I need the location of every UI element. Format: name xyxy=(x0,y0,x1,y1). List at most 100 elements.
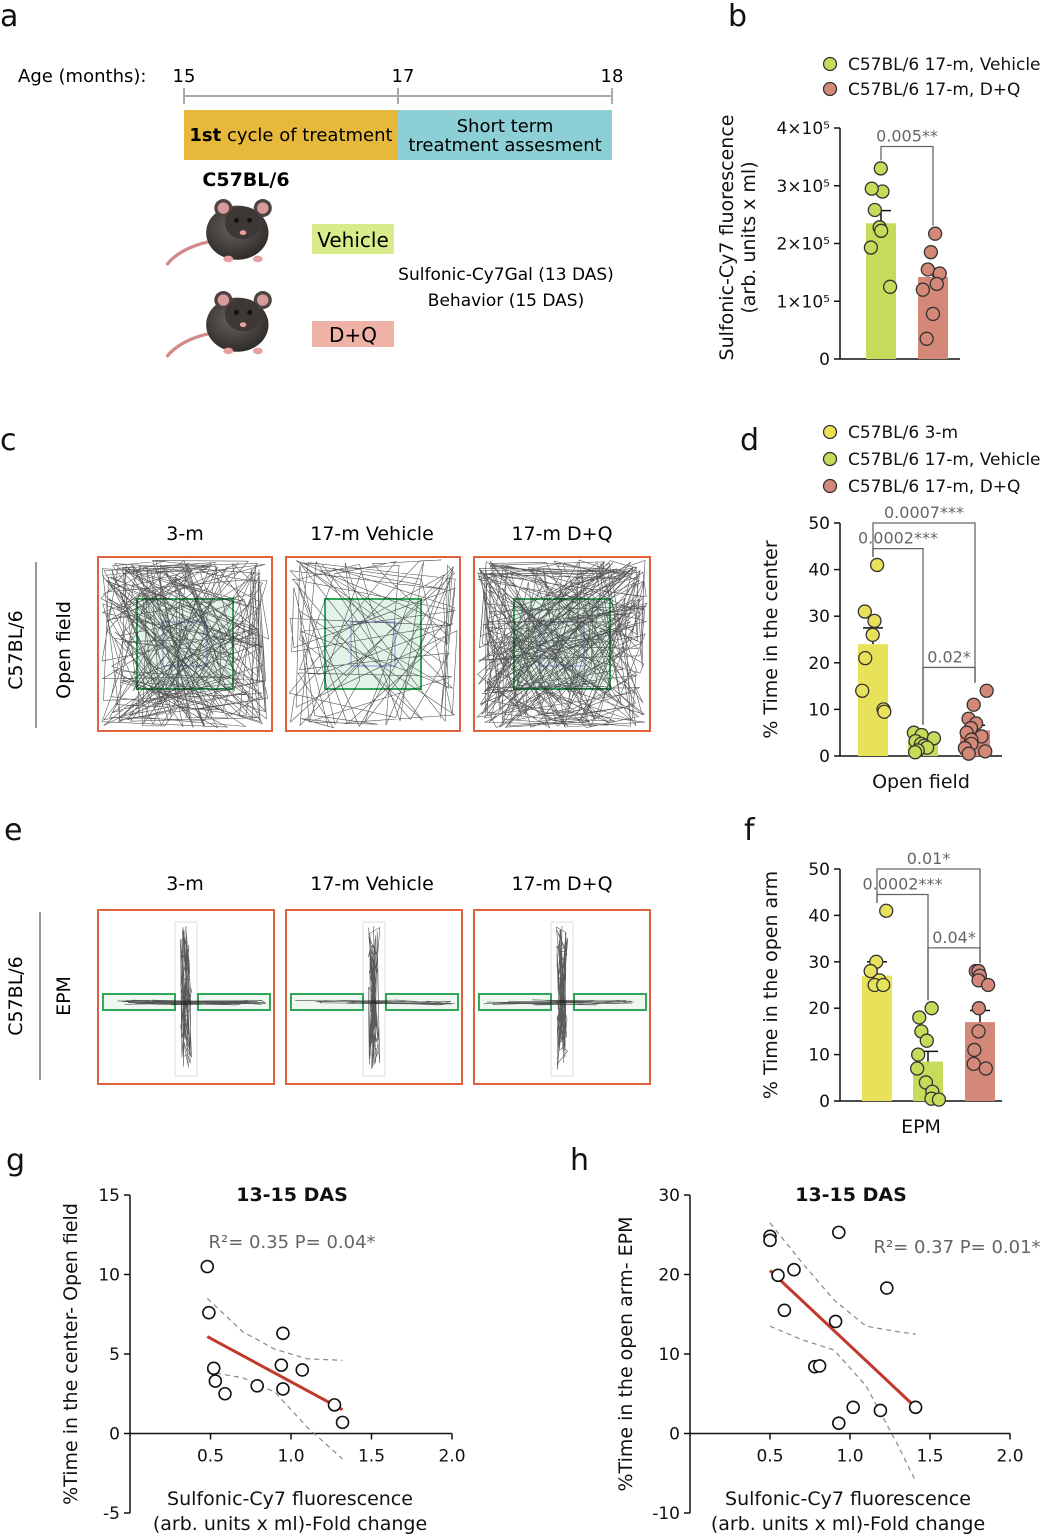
scatter-point xyxy=(787,1262,801,1277)
y-tick-label: 15 xyxy=(98,1186,120,1206)
data-point xyxy=(966,697,981,712)
y-tick-label: 50 xyxy=(808,514,830,534)
x-tick-label: 1.5 xyxy=(358,1447,385,1467)
scatter-point xyxy=(327,1398,342,1412)
open-field-strain-label: C57BL/6 xyxy=(5,610,27,690)
y-tick-label: 0 xyxy=(819,747,830,767)
data-point xyxy=(915,282,930,297)
scatter-point xyxy=(828,1314,843,1329)
movement-track xyxy=(180,925,193,1068)
short-term-line-1: Short term xyxy=(457,116,554,137)
y-tick-label: 10 xyxy=(808,700,830,720)
y-axis-label: %Time in the open arm- EPM xyxy=(615,1216,637,1491)
y-tick-label: 1×10⁵ xyxy=(776,292,830,312)
data-point xyxy=(912,1010,927,1025)
scatter-point xyxy=(276,1382,290,1396)
significance-bracket xyxy=(927,947,981,1001)
movement-track xyxy=(117,999,267,1006)
data-point xyxy=(858,650,873,666)
y-tick-label: 20 xyxy=(808,654,830,674)
short-term-line-2: treatment assesment xyxy=(408,135,601,156)
scatter-point xyxy=(777,1303,792,1318)
movement-track xyxy=(476,559,648,729)
x-tick-label: 1.5 xyxy=(916,1447,943,1467)
p-value-label: 0.005** xyxy=(876,126,938,145)
movement-track xyxy=(295,999,456,1006)
panel-label-a: a xyxy=(0,0,18,34)
epm-column-3m: 3-m xyxy=(166,873,203,895)
scatter-point xyxy=(295,1363,310,1377)
data-point xyxy=(882,279,898,294)
p-value-label: 0.0002*** xyxy=(863,875,943,894)
scatter-point xyxy=(771,1268,785,1283)
x-axis-label: Open field xyxy=(872,771,970,793)
y-tick-label: 50 xyxy=(808,860,830,880)
y-axis-label: (arb. units x ml) xyxy=(738,161,760,313)
legend-marker xyxy=(822,81,838,97)
legend-marker xyxy=(822,56,838,72)
y-tick-label: 0 xyxy=(669,1425,680,1445)
p-value-label: 0.02* xyxy=(927,647,971,666)
y-tick-label: 40 xyxy=(808,906,830,926)
confidence-band-upper xyxy=(206,1297,343,1361)
short-term-box xyxy=(398,110,612,160)
scatter-point xyxy=(276,1326,290,1341)
scatter-point xyxy=(846,1400,861,1415)
data-point xyxy=(978,744,993,759)
data-point xyxy=(855,683,870,698)
x-axis-label: (arb. units x ml)-Fold change xyxy=(711,1513,985,1535)
legend-marker xyxy=(822,478,838,494)
scatter-point xyxy=(218,1386,232,1401)
data-point xyxy=(929,276,944,292)
epm-column-vehicle: 17-m Vehicle xyxy=(310,873,434,895)
legend-marker xyxy=(822,424,838,440)
panel-label-b: b xyxy=(728,0,747,34)
legend-marker xyxy=(822,451,838,467)
data-point xyxy=(876,977,891,993)
y-tick-label: 4×10⁵ xyxy=(776,119,830,139)
y-tick-label: -10 xyxy=(652,1504,680,1524)
scatter-point xyxy=(200,1259,215,1274)
data-point xyxy=(907,745,923,760)
x-axis-label: Sulfonic-Cy7 fluorescence xyxy=(725,1488,971,1510)
epm-panel: 3-m 17-m Vehicle 17-m D+Q C57BL/6 EPM xyxy=(5,873,651,1085)
scatter-point xyxy=(208,1374,223,1388)
data-point xyxy=(919,331,934,346)
data-point xyxy=(920,262,935,277)
x-tick-label: 1.0 xyxy=(277,1447,304,1467)
scatter-point xyxy=(831,1225,846,1240)
chart-epm-bar: 0 10 20 30 40 50 0.01* 0.0002*** 0.04* EPM % Time … xyxy=(760,849,1002,1138)
epm-strain-label: C57BL/6 xyxy=(5,956,27,1036)
vehicle-label-box xyxy=(312,224,394,254)
confidence-band-lower xyxy=(769,1325,917,1482)
chart-open-field-correlation: -5 0 5 10 15 0.5 1.0 1.5 2.0 13-15 DAS R²= 0.35 P=… xyxy=(60,1184,466,1535)
data-point xyxy=(980,977,996,993)
panel-label-g: g xyxy=(6,1143,25,1178)
epm-column-dq: 17-m D+Q xyxy=(511,873,612,895)
timeline-panel: Age (months): 15 17 18 1st cycle of trea… xyxy=(18,66,624,358)
y-tick-label: 10 xyxy=(658,1345,680,1365)
assay-line-1: Sulfonic-Cy7Gal (13 DAS) xyxy=(398,265,614,285)
p-value-label: 0.04* xyxy=(932,928,976,947)
data-point xyxy=(923,245,939,260)
dq-label-box xyxy=(312,321,394,347)
assay-line-2: Behavior (15 DAS) xyxy=(428,291,584,311)
y-tick-label: 5 xyxy=(109,1345,120,1365)
dq-label: D+Q xyxy=(329,323,377,347)
chart-fluorescence-bar: 0 1×10⁵ 2×10⁵ 3×10⁵ 4×10⁵ 0.005** Sulfonic-Cy7… xyxy=(716,55,1041,370)
scatter-point xyxy=(763,1233,777,1248)
panel-label-d: d xyxy=(740,423,759,458)
open-field-arenas xyxy=(97,556,651,732)
data-point xyxy=(867,613,882,629)
movement-track xyxy=(288,559,458,729)
age-tick-18: 18 xyxy=(601,66,624,87)
chart-epm-correlation: -10 0 10 20 30 0.5 1.0 1.5 2.0 13-15 DAS R²= 0.37 … xyxy=(615,1184,1041,1535)
scatter-point xyxy=(335,1415,350,1430)
data-point xyxy=(867,202,883,218)
confidence-band-upper xyxy=(769,1222,916,1335)
x-axis-label: (arb. units x ml)-Fold change xyxy=(153,1513,427,1535)
scatter-point xyxy=(873,1403,888,1418)
chart-title: 13-15 DAS xyxy=(236,1184,348,1206)
data-point xyxy=(971,1024,986,1039)
significance-bracket xyxy=(876,868,981,964)
